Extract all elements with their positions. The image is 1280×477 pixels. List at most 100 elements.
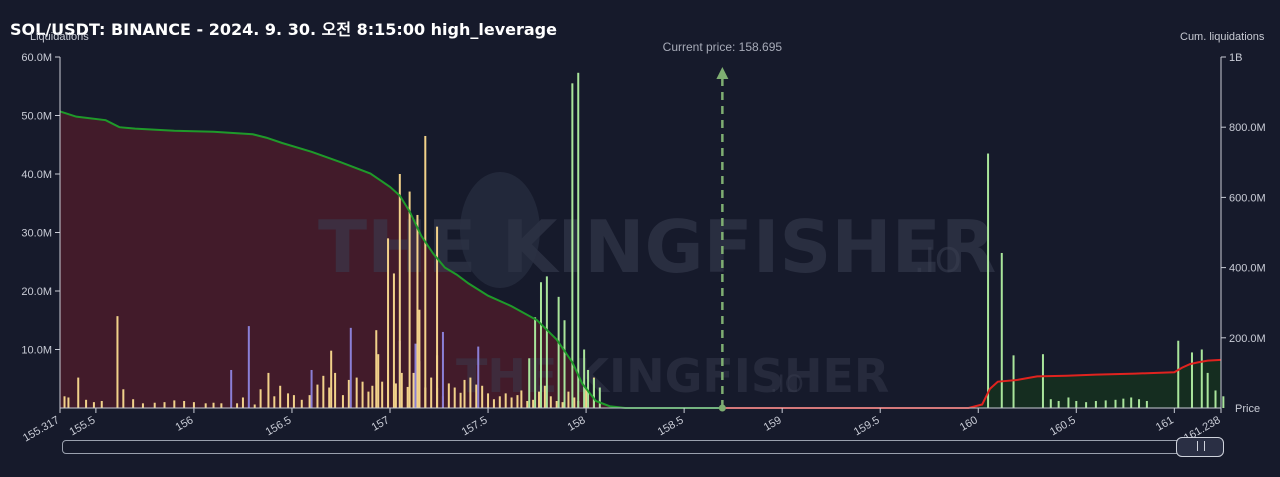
x-tick-label: 158 bbox=[566, 414, 588, 434]
liquidation-bar bbox=[259, 389, 262, 408]
liquidation-bar bbox=[459, 392, 462, 408]
y-tick-label: 40.0M bbox=[21, 169, 52, 181]
liquidation-bar bbox=[287, 393, 290, 408]
liquidation-bar bbox=[430, 377, 433, 408]
liquidation-bar bbox=[371, 385, 374, 408]
liquidation-bar bbox=[585, 388, 588, 408]
liquidation-bar bbox=[592, 378, 595, 408]
liquidation-bar bbox=[424, 135, 427, 408]
liquidation-bar bbox=[545, 276, 548, 408]
liquidation-bar bbox=[1104, 400, 1107, 408]
liquidation-bar bbox=[583, 349, 586, 408]
liquidation-bar bbox=[1094, 400, 1097, 408]
x-tick-label: 156 bbox=[174, 414, 196, 434]
liquidation-bar bbox=[341, 395, 344, 408]
short-cumulative-area bbox=[722, 359, 1221, 408]
liquidation-bar bbox=[481, 385, 484, 408]
liquidation-bar bbox=[375, 330, 378, 408]
y-right-tick-label: 600.0M bbox=[1229, 192, 1266, 204]
liquidation-bar bbox=[394, 383, 397, 408]
x-tick-label: 159.5 bbox=[852, 414, 882, 438]
liquidation-bar bbox=[381, 381, 384, 408]
liquidation-bar bbox=[408, 191, 411, 408]
liquidation-bar bbox=[279, 385, 282, 408]
liquidation-bar bbox=[1114, 399, 1117, 408]
liquidation-bar bbox=[469, 377, 472, 408]
liquidation-bar bbox=[349, 327, 352, 408]
liquidation-bar bbox=[1222, 396, 1225, 408]
liquidation-bar bbox=[549, 396, 552, 408]
liquidation-bar bbox=[598, 387, 601, 408]
liquidation-bar bbox=[1206, 372, 1209, 408]
x-tick-label: 158.5 bbox=[656, 414, 686, 438]
y-axis-title-left: Liquidations bbox=[30, 31, 89, 43]
liquidation-bar bbox=[492, 399, 495, 408]
liquidation-bar bbox=[414, 343, 417, 408]
y-tick-label: 50.0M bbox=[21, 111, 52, 123]
liquidation-bar bbox=[334, 372, 337, 408]
liquidation-bar bbox=[555, 400, 558, 408]
liquidation-bar bbox=[241, 397, 244, 408]
liquidation-bar bbox=[322, 375, 325, 408]
kingfisher-logo-icon bbox=[460, 172, 540, 288]
liquidation-bar bbox=[100, 400, 103, 408]
liquidation-bar bbox=[92, 402, 95, 408]
liquidation-bar bbox=[463, 379, 466, 408]
y-right-tick-label: 1B bbox=[1229, 52, 1242, 64]
long-cumulative-line bbox=[59, 110, 723, 409]
liquidation-bar bbox=[441, 331, 444, 408]
watermark-suffix-small: .IO bbox=[770, 370, 804, 398]
liquidation-bar bbox=[204, 403, 207, 408]
liquidation-bar bbox=[412, 372, 415, 408]
liquidation-bar bbox=[516, 395, 519, 408]
x-tick-label: 155.5 bbox=[68, 414, 98, 438]
liquidation-bar bbox=[387, 238, 390, 408]
liquidation-bar bbox=[1138, 399, 1141, 408]
liquidation-bar bbox=[316, 384, 319, 408]
liquidation-bar bbox=[1075, 400, 1078, 408]
liquidation-bar bbox=[212, 402, 215, 408]
liquidation-bar bbox=[543, 385, 546, 408]
liquidation-bar bbox=[1067, 397, 1070, 408]
liquidation-bar bbox=[510, 397, 513, 408]
liquidation-bar bbox=[573, 397, 576, 408]
liquidation-bar bbox=[436, 226, 439, 408]
liquidation-bar bbox=[310, 369, 313, 408]
x-tick-label: 161 bbox=[1154, 414, 1176, 434]
liquidation-bar bbox=[173, 400, 176, 408]
liquidation-bar bbox=[416, 214, 419, 408]
liquidation-bar bbox=[475, 384, 478, 408]
y-tick-label: 10.0M bbox=[21, 345, 52, 357]
y-tick-label: 20.0M bbox=[21, 286, 52, 298]
long-cumulative-area bbox=[60, 111, 723, 408]
current-price-dot bbox=[718, 404, 726, 412]
liquidation-bar bbox=[1214, 390, 1217, 408]
liquidation-bar bbox=[534, 317, 537, 408]
y-right-tick-label: 800.0M bbox=[1229, 122, 1266, 134]
zoom-scrollbar-track[interactable] bbox=[62, 440, 1222, 454]
liquidation-bar bbox=[132, 399, 135, 408]
liquidation-bar bbox=[504, 393, 507, 408]
liquidation-bar bbox=[1200, 349, 1203, 408]
liquidation-bar bbox=[539, 282, 542, 408]
y-right-tick-label: 200.0M bbox=[1229, 333, 1266, 345]
liquidation-bar bbox=[418, 309, 421, 408]
liquidation-bar bbox=[1057, 400, 1060, 408]
liquidation-bar bbox=[116, 316, 119, 408]
y-tick-label: 30.0M bbox=[21, 228, 52, 240]
liquidation-bar bbox=[567, 391, 570, 408]
liquidation-bar bbox=[63, 396, 66, 408]
liquidation-bar bbox=[1145, 400, 1148, 408]
liquidation-bar bbox=[1130, 397, 1133, 408]
liquidation-bar bbox=[247, 326, 250, 408]
liquidation-bar bbox=[308, 395, 311, 408]
x-tick-label: 160.5 bbox=[1048, 414, 1078, 438]
x-tick-label: 157.5 bbox=[460, 414, 490, 438]
liquidation-bar bbox=[85, 399, 88, 408]
liquidation-bar bbox=[577, 72, 580, 409]
liquidation-bar bbox=[183, 400, 186, 408]
grip-icon bbox=[1197, 441, 1205, 451]
liquidation-bar bbox=[392, 273, 395, 408]
zoom-scrollbar-handle[interactable] bbox=[1176, 437, 1224, 457]
